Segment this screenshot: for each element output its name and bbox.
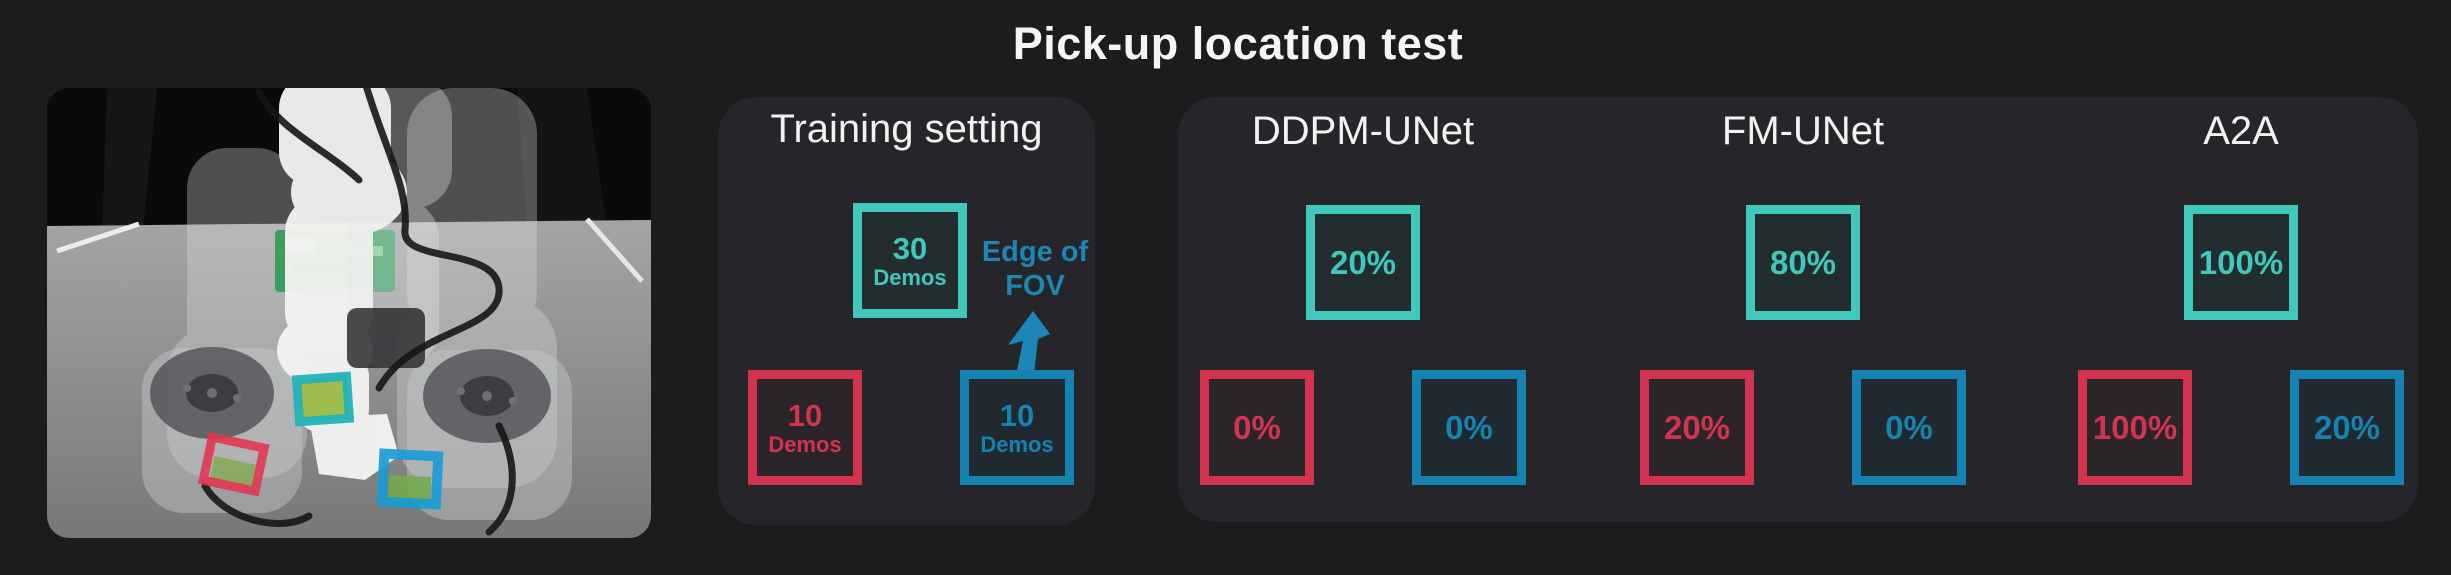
fm-unet-red-result-box: 20% <box>1640 370 1754 485</box>
ddpm-unet-blue-result-box: 0% <box>1412 370 1526 485</box>
ddpm-unet-red-result: 0% <box>1233 408 1281 446</box>
edge-of-fov-arrow-icon <box>1008 311 1050 375</box>
a2a-teal-result: 100% <box>2198 243 2284 281</box>
ddpm-unet-teal-result-box: 20% <box>1306 205 1420 320</box>
marker-cyan-target <box>291 371 355 427</box>
robot-scene-photo <box>47 88 651 538</box>
training-blue-box-label: Demos <box>980 431 1054 457</box>
fm-unet-blue-result: 0% <box>1885 408 1933 446</box>
curtain-fold <box>517 88 607 228</box>
robot-ghost-right <box>397 88 557 488</box>
method-column-fm-unet: FM-UNet 80% 20% 0% <box>1640 97 1966 522</box>
speaker-ghost-right <box>407 349 572 520</box>
training-teal-box-label: Demos <box>873 264 947 290</box>
training-teal-box-value: 30 <box>892 230 928 266</box>
marker-blue-location <box>376 448 444 510</box>
table-edge-highlight-left <box>56 221 140 254</box>
a2a-teal-result-box: 100% <box>2184 205 2298 320</box>
fm-unet-red-result: 20% <box>1663 408 1731 446</box>
figure-title: Pick-up location test <box>1012 18 1464 69</box>
training-setting-panel: Training setting 30 Demos Edge of FOV 10… <box>718 97 1095 525</box>
edge-of-fov-annotation: Edge of FOV <box>981 236 1089 302</box>
results-panel: DDPM-UNet 20% 0% 0% FM-UNet 80% 20% 0% <box>1178 97 2418 522</box>
a2a-red-result-box: 100% <box>2078 370 2192 485</box>
method-column-ddpm-unet: DDPM-UNet 20% 0% 0% <box>1200 97 1526 522</box>
a2a-blue-result: 20% <box>2313 408 2381 446</box>
training-teal-box: 30 Demos <box>853 203 967 318</box>
ddpm-unet-blue-result: 0% <box>1445 408 1493 446</box>
fm-unet-teal-result: 80% <box>1769 243 1837 281</box>
training-blue-box: 10 Demos <box>960 370 1074 485</box>
gripper-base <box>347 308 425 368</box>
training-blue-box-value: 10 <box>999 397 1035 433</box>
fm-unet-blue-result-box: 0% <box>1852 370 1966 485</box>
ddpm-unet-red-result-box: 0% <box>1200 370 1314 485</box>
method-title-a2a: A2A <box>2203 109 2279 153</box>
fm-unet-teal-result-box: 80% <box>1746 205 1860 320</box>
table-edge-highlight-right <box>585 217 644 283</box>
method-title-ddpm-unet: DDPM-UNet <box>1251 109 1475 153</box>
a2a-red-result: 100% <box>2092 408 2178 446</box>
marker-red-location <box>197 431 270 497</box>
training-red-box-value: 10 <box>787 397 823 433</box>
robot-scene-illustration <box>47 88 651 538</box>
method-title-fm-unet: FM-UNet <box>1721 109 1885 153</box>
training-red-box: 10 Demos <box>748 370 862 485</box>
ddpm-unet-teal-result: 20% <box>1329 243 1397 281</box>
robot-arm <box>277 88 407 480</box>
cables <box>201 88 516 536</box>
method-column-a2a: A2A 100% 100% 20% <box>2078 97 2404 522</box>
a2a-blue-result-box: 20% <box>2290 370 2404 485</box>
curtain-fold <box>102 88 157 238</box>
training-setting-title: Training setting <box>770 107 1043 151</box>
training-red-box-label: Demos <box>768 431 842 457</box>
